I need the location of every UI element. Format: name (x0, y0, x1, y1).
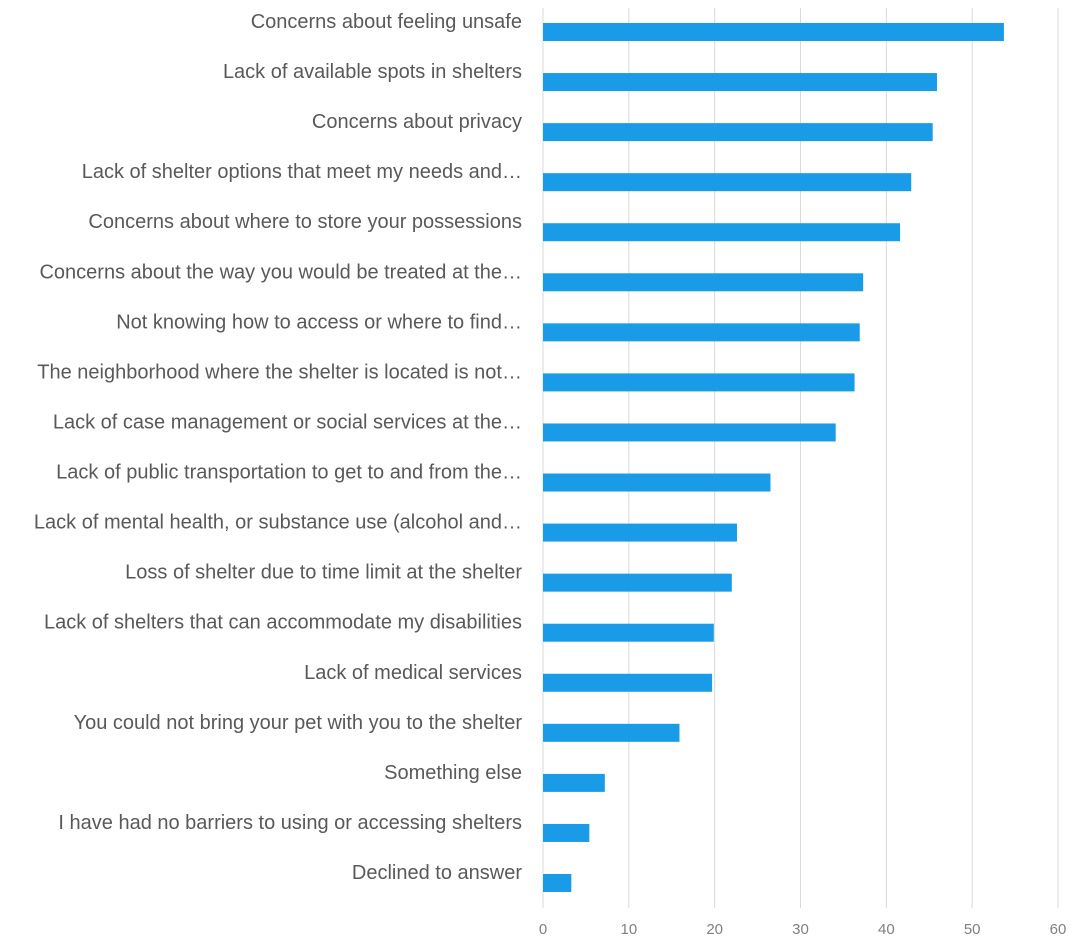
x-tick-label: 20 (706, 921, 723, 938)
bar-14 (543, 723, 680, 742)
bars (543, 23, 1004, 892)
category-label: Lack of shelters that can accommodate my… (44, 612, 522, 634)
bar-12 (543, 623, 714, 642)
bar-7 (543, 373, 855, 392)
bar-5 (543, 273, 864, 292)
x-tick-label: 40 (878, 921, 895, 938)
category-label: Loss of shelter due to time limit at the… (125, 562, 522, 584)
bar-15 (543, 773, 605, 792)
bar-10 (543, 523, 737, 542)
category-label: Declined to answer (352, 862, 522, 884)
category-label: Lack of medical services (304, 662, 522, 684)
category-label: Lack of case management or social servic… (53, 411, 522, 433)
x-tick-label: 0 (539, 921, 547, 938)
category-label: Lack of mental health, or substance use … (34, 512, 522, 534)
x-tick-label: 50 (964, 921, 981, 938)
bar-2 (543, 123, 933, 142)
category-label: Concerns about the way you would be trea… (39, 261, 522, 283)
bar-9 (543, 473, 771, 492)
bar-6 (543, 323, 860, 342)
category-label: Not knowing how to access or where to fi… (116, 311, 522, 333)
category-label: Lack of shelter options that meet my nee… (82, 161, 522, 183)
bar-0 (543, 23, 1004, 41)
x-tick-label: 30 (792, 921, 809, 938)
category-label: Lack of public transportation to get to … (56, 462, 522, 484)
category-label: The neighborhood where the shelter is lo… (37, 361, 522, 383)
bar-11 (543, 573, 732, 592)
category-label: Lack of available spots in shelters (223, 61, 522, 83)
category-label: Concerns about where to store your posse… (88, 211, 522, 233)
bar-3 (543, 173, 912, 192)
bar-1 (543, 73, 937, 92)
bar-4 (543, 223, 901, 242)
x-axis-ticks: 0 10 20 30 40 50 60 (539, 921, 1067, 938)
x-tick-label: 10 (620, 921, 637, 938)
category-label: Concerns about feeling unsafe (251, 11, 522, 33)
category-label: You could not bring your pet with you to… (74, 712, 523, 734)
bar-13 (543, 673, 713, 692)
x-tick-label: 60 (1050, 921, 1067, 938)
bar-17 (543, 874, 572, 892)
category-label: I have had no barriers to using or acces… (58, 812, 522, 834)
category-labels: Concerns about feeling unsafe Lack of ava… (34, 11, 522, 884)
bar-16 (543, 823, 590, 842)
category-label: Something else (384, 762, 522, 784)
category-label: Concerns about privacy (312, 111, 522, 133)
gridlines (542, 8, 1059, 908)
bar-8 (543, 423, 836, 442)
